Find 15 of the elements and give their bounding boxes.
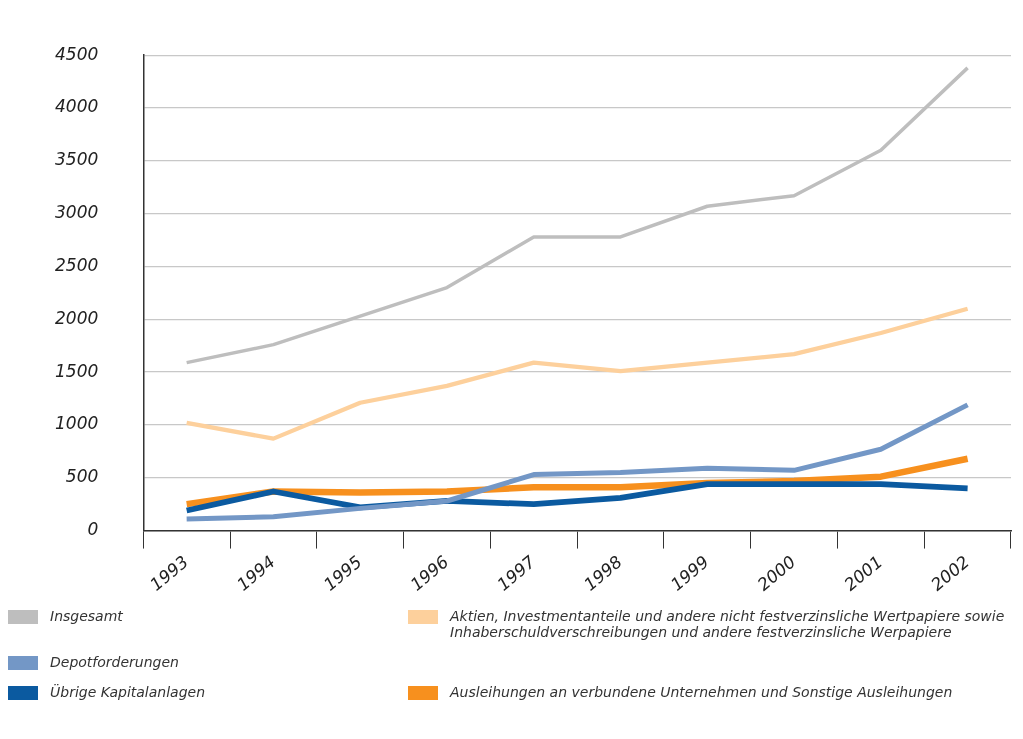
legend-label: Ausleihungen an verbundene Unternehmen und Sonstige Ausleihungen (450, 684, 953, 700)
y-tick-label: 4000 (55, 96, 99, 117)
legend-label: Depotforderungen (50, 654, 179, 670)
y-tick-label: 3500 (55, 149, 99, 170)
y-tick-label: 1500 (55, 360, 99, 381)
y-tick-label: 0 (87, 518, 99, 539)
legend-label: Insgesamt (50, 608, 123, 624)
legend-label: Übrige Kapitalanlagen (50, 684, 206, 700)
y-tick-label: 1000 (55, 413, 99, 434)
legend-label: Aktien, Investmentanteile und andere nicht festverzinsliche Wertpapiere sowie Inhaberschuldverschreibungen und andere festverzinsliche Werpapiere (450, 608, 1006, 640)
y-tick-label: 4500 (55, 43, 99, 64)
y-tick-label: 2000 (55, 307, 99, 328)
y-tick-label: 2500 (55, 254, 99, 275)
y-tick-label: 3000 (55, 202, 99, 223)
y-tick-label: 500 (65, 466, 99, 487)
